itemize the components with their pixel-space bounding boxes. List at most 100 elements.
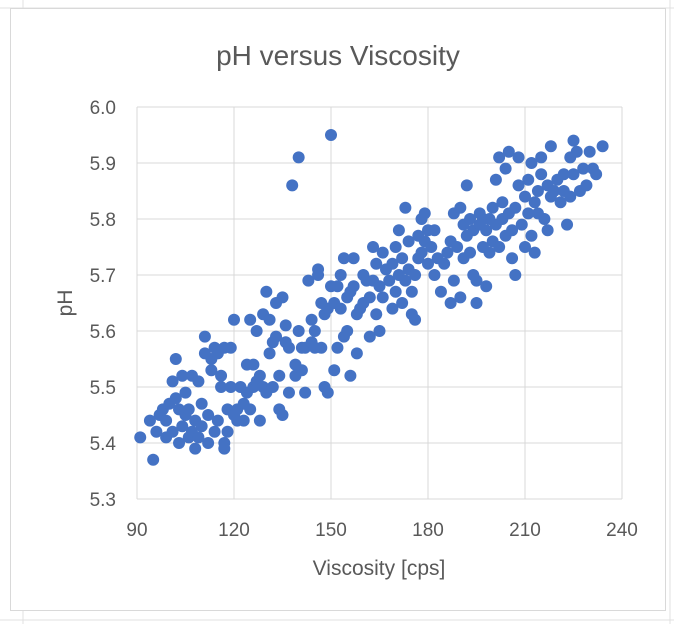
data-point[interactable]	[528, 196, 541, 209]
data-point[interactable]	[292, 325, 305, 337]
data-point[interactable]	[224, 381, 237, 393]
data-point[interactable]	[192, 375, 205, 388]
data-point[interactable]	[396, 297, 409, 309]
data-point[interactable]	[263, 313, 276, 326]
data-point[interactable]	[215, 369, 228, 382]
data-point[interactable]	[454, 291, 467, 304]
data-point[interactable]	[509, 201, 522, 214]
data-point[interactable]	[363, 291, 376, 304]
data-point[interactable]	[215, 381, 228, 393]
data-point[interactable]	[169, 353, 182, 365]
data-point[interactable]	[483, 246, 496, 259]
data-point[interactable]	[522, 207, 535, 220]
data-point[interactable]	[195, 397, 208, 410]
data-point[interactable]	[428, 224, 441, 237]
data-point[interactable]	[564, 190, 577, 203]
data-point[interactable]	[464, 246, 477, 259]
data-point[interactable]	[506, 224, 519, 237]
data-point[interactable]	[544, 140, 557, 153]
data-point[interactable]	[519, 190, 531, 203]
data-point[interactable]	[425, 241, 438, 253]
data-point[interactable]	[506, 252, 519, 265]
data-point[interactable]	[308, 325, 321, 337]
data-point[interactable]	[567, 134, 580, 147]
data-point[interactable]	[176, 369, 189, 382]
data-point[interactable]	[409, 269, 422, 281]
data-point[interactable]	[428, 269, 441, 281]
data-point[interactable]	[502, 145, 515, 158]
data-point[interactable]	[386, 257, 399, 270]
data-point[interactable]	[464, 213, 477, 225]
data-point[interactable]	[512, 179, 525, 192]
data-point[interactable]	[402, 235, 415, 248]
data-point[interactable]	[561, 218, 574, 231]
data-point[interactable]	[525, 229, 538, 242]
data-point[interactable]	[189, 442, 202, 455]
data-point[interactable]	[531, 185, 544, 197]
data-point[interactable]	[169, 392, 182, 405]
data-point[interactable]	[499, 162, 512, 175]
data-point[interactable]	[567, 168, 580, 181]
data-point[interactable]	[282, 386, 295, 399]
data-point[interactable]	[489, 173, 502, 186]
data-point[interactable]	[147, 453, 160, 466]
data-point[interactable]	[376, 246, 389, 259]
data-point[interactable]	[205, 364, 218, 377]
data-point[interactable]	[444, 297, 457, 309]
data-point[interactable]	[244, 403, 257, 416]
data-point[interactable]	[480, 224, 493, 237]
data-point[interactable]	[341, 325, 354, 337]
data-point[interactable]	[228, 313, 240, 326]
data-point[interactable]	[282, 341, 295, 354]
data-point[interactable]	[263, 347, 276, 360]
data-point[interactable]	[334, 302, 347, 315]
data-point[interactable]	[373, 325, 386, 337]
data-point[interactable]	[470, 274, 483, 287]
data-point[interactable]	[273, 369, 286, 382]
data-point[interactable]	[173, 437, 186, 449]
data-point[interactable]	[396, 252, 409, 265]
data-point[interactable]	[470, 297, 483, 309]
data-point[interactable]	[525, 157, 538, 169]
data-point[interactable]	[596, 140, 609, 153]
data-point[interactable]	[441, 246, 454, 259]
data-point[interactable]	[392, 224, 405, 237]
data-point[interactable]	[541, 224, 554, 237]
data-point[interactable]	[460, 179, 473, 192]
data-point[interactable]	[331, 341, 344, 354]
data-point[interactable]	[454, 201, 467, 214]
data-point[interactable]	[535, 151, 548, 164]
data-point[interactable]	[399, 201, 412, 214]
data-point[interactable]	[515, 218, 528, 231]
data-point[interactable]	[176, 420, 189, 433]
data-point[interactable]	[399, 274, 412, 287]
data-point[interactable]	[208, 425, 221, 438]
data-point[interactable]	[418, 207, 431, 220]
data-point[interactable]	[367, 241, 380, 253]
data-point[interactable]	[312, 269, 325, 281]
data-point[interactable]	[295, 364, 308, 377]
data-point[interactable]	[486, 201, 499, 214]
data-point[interactable]	[522, 173, 535, 186]
data-point[interactable]	[150, 425, 163, 438]
data-point[interactable]	[179, 386, 192, 399]
data-point[interactable]	[577, 162, 590, 175]
data-point[interactable]	[496, 196, 509, 209]
data-point[interactable]	[198, 330, 211, 343]
data-point[interactable]	[321, 386, 334, 399]
data-point[interactable]	[253, 414, 266, 427]
data-point[interactable]	[202, 437, 215, 449]
data-point[interactable]	[535, 168, 548, 181]
data-point[interactable]	[166, 375, 179, 388]
data-point[interactable]	[286, 179, 299, 192]
data-point[interactable]	[548, 185, 561, 197]
data-point[interactable]	[134, 431, 147, 444]
data-point[interactable]	[202, 409, 215, 421]
data-point[interactable]	[409, 313, 422, 326]
data-point[interactable]	[590, 168, 603, 181]
data-point[interactable]	[244, 313, 257, 326]
data-point[interactable]	[519, 241, 531, 253]
data-point[interactable]	[182, 403, 195, 416]
data-point[interactable]	[438, 257, 451, 270]
data-point[interactable]	[276, 291, 289, 304]
